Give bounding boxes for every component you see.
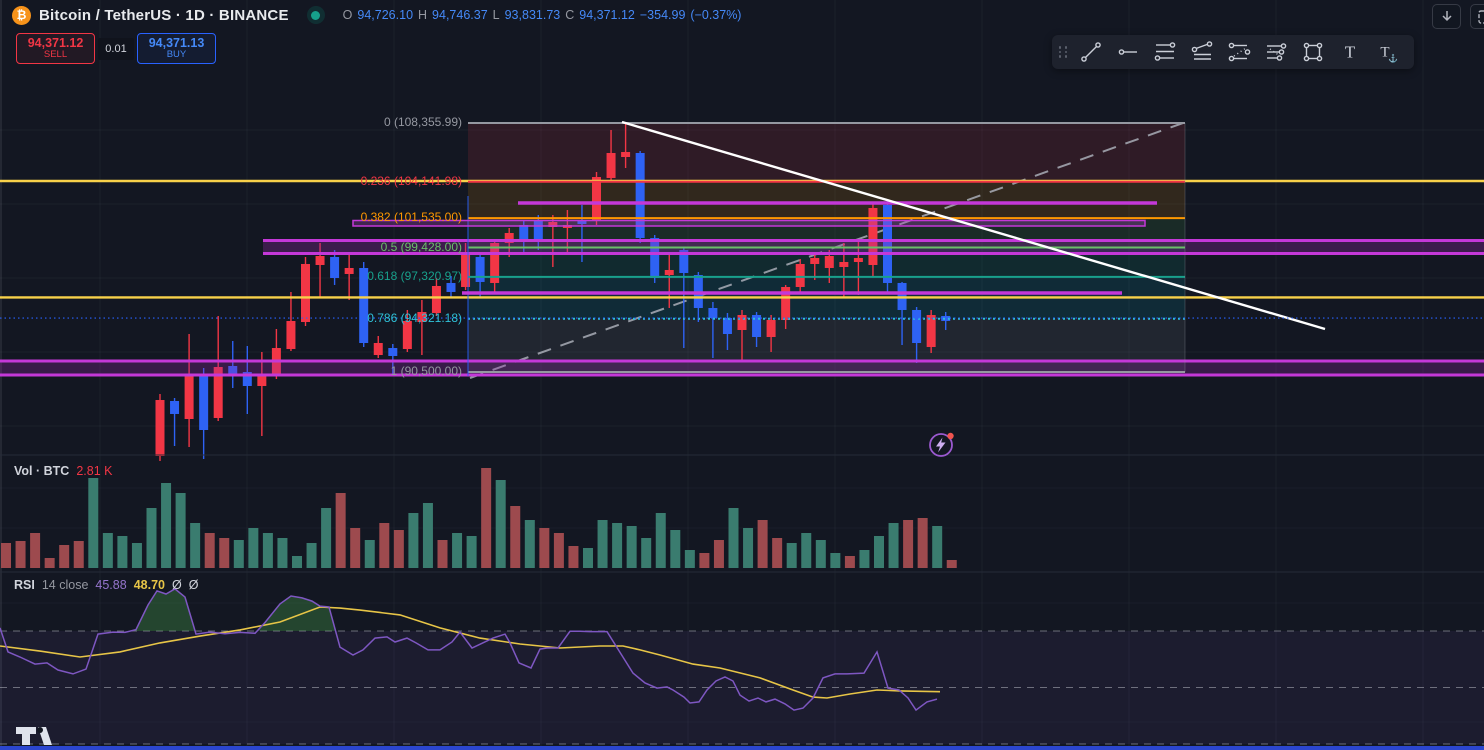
symbol-title[interactable]: Bitcoin / TetherUS · 1D · BINANCE [39, 6, 289, 24]
sell-price: 94,371.12 [27, 35, 84, 50]
download-icon [1441, 10, 1452, 21]
rsi-zero-1: Ø [171, 578, 182, 592]
trend-based-fib-icon [1191, 41, 1212, 60]
magenta-channel[interactable] [352, 219, 1146, 227]
low-label: L [492, 8, 500, 22]
text-tool[interactable]: T [1331, 37, 1368, 67]
rsi-params: 14 close [41, 578, 89, 592]
tradingview-logo[interactable] [14, 724, 60, 748]
buy-price: 94,371.13 [148, 35, 205, 50]
rsi-indicator[interactable] [0, 587, 1484, 745]
drawing-toolbar: T T ⚓ [1052, 35, 1414, 69]
horizontal-ray-icon [1118, 49, 1137, 55]
rsi-value: 45.88 [95, 578, 127, 592]
buy-button[interactable]: 94,371.13 BUY [137, 33, 216, 64]
uptrend-dashed-line[interactable] [469, 122, 1184, 379]
volume-value: 2.81 K [76, 464, 113, 478]
open-label: O [342, 8, 353, 22]
svg-text:T: T [1344, 43, 1355, 62]
order-panel: 94,371.12 SELL 0.01 94,371.13 BUY [16, 33, 216, 64]
change-percent: (−0.37%) [690, 8, 742, 22]
close-value: 94,371.12 [579, 8, 635, 22]
volume-pane-label: Vol · BTC 2.81 K [14, 464, 112, 478]
text-icon: T [1344, 43, 1355, 62]
trend-based-fib-tool[interactable] [1183, 37, 1220, 67]
close-label: C [565, 8, 575, 22]
chart-header: ₿ Bitcoin / TetherUS · 1D · BINANCE O 94… [0, 0, 1484, 30]
low-value: 93,831.73 [504, 8, 561, 22]
anchored-text-tool[interactable]: T ⚓ [1368, 37, 1405, 67]
sell-label: SELL [43, 49, 68, 61]
anchored-text-icon: T ⚓ [1380, 45, 1398, 64]
fib-label-0.5: 0.5 (99,428.00) [380, 239, 462, 254]
fib-time-extension-tool[interactable] [1257, 37, 1294, 67]
svg-text:⚓: ⚓ [1388, 53, 1398, 63]
horizontal-ray-tool[interactable] [1109, 37, 1146, 67]
fib-label-0.786: 0.786 (94,321.18) [367, 310, 462, 325]
rsi-label[interactable]: RSI [14, 578, 35, 592]
market-status-icon[interactable] [306, 6, 325, 24]
sell-button[interactable]: 94,371.12 SELL [16, 33, 95, 64]
fib-channel-icon [1228, 42, 1250, 62]
fib-retracement[interactable] [467, 122, 1186, 376]
fib-label-0.382: 0.382 (101,535.00) [360, 210, 462, 225]
svg-text:T: T [1380, 45, 1389, 61]
volume-bars[interactable] [1, 468, 957, 568]
fib-label-0.618: 0.618 (97,320.97) [367, 268, 462, 283]
fib-retracement-tool[interactable] [1146, 37, 1183, 67]
trend-line-icon [1080, 42, 1101, 62]
trend-line-tool[interactable] [1072, 37, 1109, 67]
change-value: −354.99 [639, 8, 686, 22]
rsi-zero-2: Ø [188, 578, 199, 592]
high-label: H [418, 8, 428, 22]
rsi-pane-label: RSI 14 close 45.88 48.70 Ø Ø [14, 578, 198, 592]
downtrend-line[interactable] [621, 120, 1326, 331]
fib-label-0.236: 0.236 (104,141.98) [360, 173, 462, 188]
lightning-icon[interactable] [925, 428, 959, 462]
rectangle-icon [1303, 42, 1322, 62]
bitcoin-icon: ₿ [12, 5, 31, 25]
snapshot-icon [1477, 9, 1484, 24]
fib-channel-tool[interactable] [1220, 37, 1257, 67]
download-button[interactable] [1432, 4, 1461, 29]
bottom-scrollbar[interactable] [0, 746, 1484, 750]
toolbar-drag-handle[interactable] [1056, 42, 1070, 62]
rsi-ma-value: 48.70 [133, 578, 165, 592]
high-value: 94,746.37 [432, 8, 488, 22]
fib-time-extension-icon [1266, 43, 1286, 61]
quantity-field[interactable]: 0.01 [98, 37, 134, 60]
fib-label-0: 0 (108,355.99) [383, 115, 462, 129]
buy-label: BUY [166, 49, 187, 61]
snapshot-button[interactable] [1470, 4, 1484, 29]
rectangle-tool[interactable] [1294, 37, 1331, 67]
ohlc-values: O 94,726.10 H 94,746.37 L 93,831.73 C 94… [343, 8, 742, 22]
fib-retracement-icon [1154, 42, 1175, 61]
fib-label-1: 1 (90,500.00) [390, 364, 462, 379]
volume-label[interactable]: Vol · BTC [14, 464, 70, 478]
open-value: 94,726.10 [357, 8, 414, 22]
